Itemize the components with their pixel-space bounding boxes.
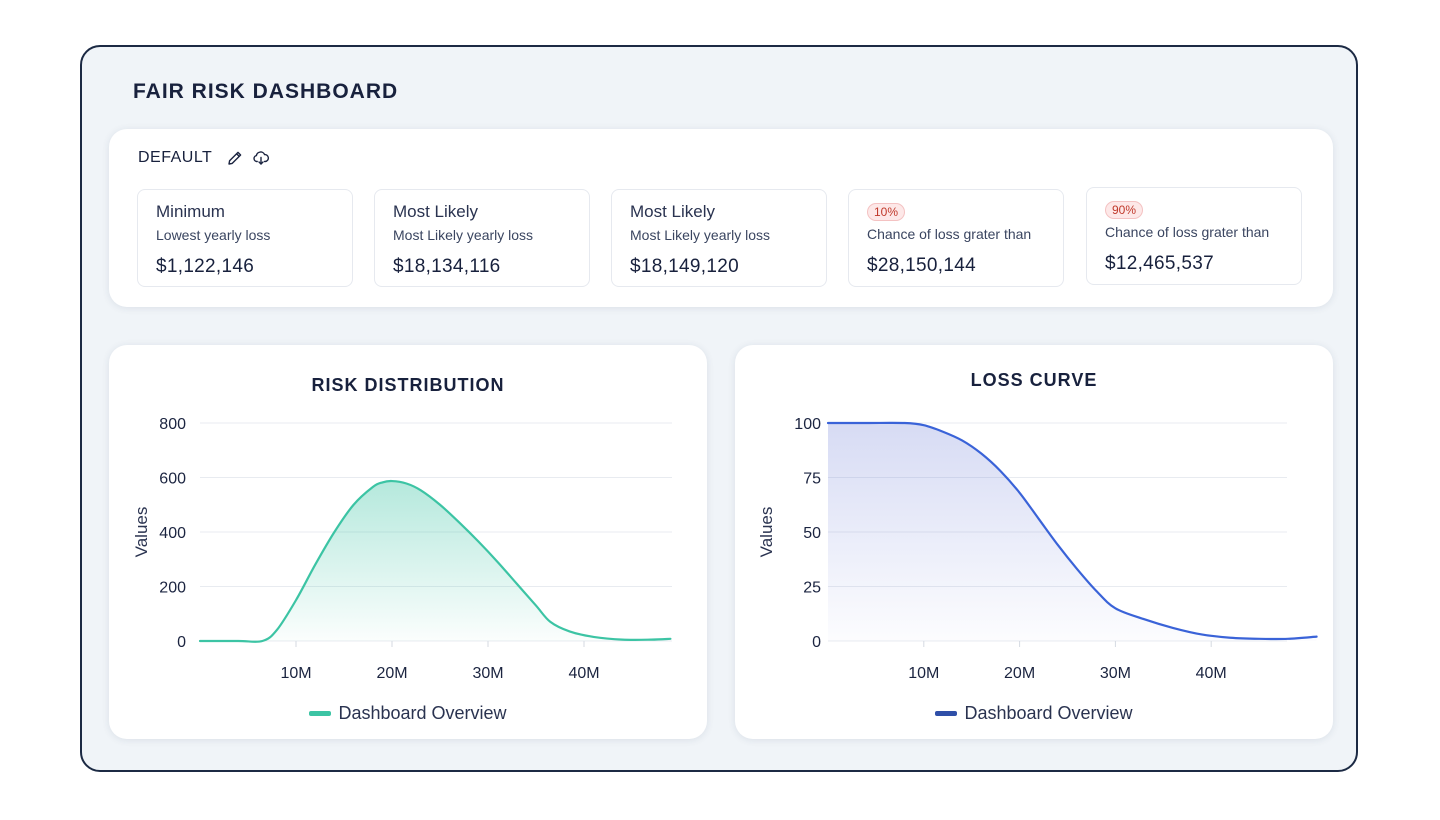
page-title: FAIR RISK DASHBOARD — [133, 80, 399, 103]
chart-title: LOSS CURVE — [970, 370, 1098, 390]
percent-badge: 90% — [1105, 201, 1144, 219]
metric-card-most-likely-2: Most Likely Most Likely yearly loss $18,… — [611, 189, 827, 287]
metric-subtitle: Most Likely yearly loss — [393, 227, 534, 243]
pencil-icon[interactable] — [226, 149, 244, 167]
scenario-header: DEFAULT — [138, 149, 270, 167]
chart-legend[interactable]: Dashboard Overview — [109, 703, 707, 724]
chart-title: RISK DISTRIBUTION — [311, 375, 505, 395]
scenario-panel: DEFAULT Minimum Lowest yearly loss $1,12… — [109, 129, 1333, 307]
metric-subtitle: Lowest yearly loss — [156, 227, 271, 243]
dashboard-frame: FAIR RISK DASHBOARD DEFAULT Minimum Lowe… — [80, 45, 1358, 772]
y-tick-label: 50 — [803, 525, 821, 542]
legend-label: Dashboard Overview — [338, 703, 507, 723]
y-tick-label: 800 — [159, 416, 186, 433]
x-tick-label: 20M — [376, 665, 407, 682]
metric-value: $18,134,116 — [393, 256, 501, 277]
series-line — [198, 479, 672, 643]
x-tick-label: 10M — [280, 665, 311, 682]
cloud-download-icon[interactable] — [252, 149, 270, 167]
risk-distribution-card: RISK DISTRIBUTION 0 200 400 600 800 10M 20M 30M… — [109, 345, 707, 739]
x-tick-label: 30M — [1100, 665, 1131, 682]
y-tick-label: 100 — [794, 416, 821, 433]
y-tick-label: 25 — [803, 580, 821, 597]
metric-subtitle: Most Likely yearly loss — [630, 227, 771, 243]
y-tick-label: 600 — [159, 471, 186, 488]
metric-value: $12,465,537 — [1105, 253, 1214, 274]
y-tick-label: 200 — [159, 580, 186, 597]
percent-badge: 10% — [867, 203, 906, 221]
risk-distribution-chart: 0 200 400 600 800 10M 20M 30M 40M Values — [132, 416, 672, 682]
loss-curve-card: LOSS CURVE 0 25 50 75 100 10M 20M 30M 40M Values … — [735, 345, 1333, 739]
metric-title: Most Likely — [393, 202, 479, 221]
y-tick-label: 0 — [812, 634, 821, 651]
legend-swatch — [309, 711, 332, 716]
metric-value: $18,149,120 — [630, 256, 739, 277]
series-line — [826, 421, 1318, 641]
metric-title: Most Likely — [630, 202, 716, 221]
legend-swatch — [935, 711, 958, 716]
y-tick-label: 0 — [177, 634, 186, 651]
metric-card-90-percent: 90% Chance of loss grater than $12,465,5… — [1086, 187, 1302, 285]
metric-subtitle: Chance of loss grater than — [867, 226, 1032, 242]
metric-value: $28,150,144 — [867, 255, 976, 276]
y-axis-label: Values — [757, 507, 776, 558]
metric-card-minimum: Minimum Lowest yearly loss $1,122,146 — [137, 189, 353, 287]
x-tick-label: 40M — [568, 665, 599, 682]
area-fill — [200, 481, 671, 642]
x-tick-label: 40M — [1196, 665, 1227, 682]
loss-curve-chart: 0 25 50 75 100 10M 20M 30M 40M Values — [757, 416, 1318, 682]
metric-subtitle: Chance of loss grater than — [1105, 224, 1270, 240]
x-tick-label: 20M — [1004, 665, 1035, 682]
x-tick-label: 30M — [472, 665, 503, 682]
metric-card-10-percent: 10% Chance of loss grater than $28,150,1… — [848, 189, 1064, 287]
x-tick-label: 10M — [908, 665, 939, 682]
area-fill — [828, 422, 1317, 641]
chart-legend[interactable]: Dashboard Overview — [735, 703, 1333, 724]
metric-card-most-likely: Most Likely Most Likely yearly loss $18,… — [374, 189, 590, 287]
metric-value: $1,122,146 — [156, 256, 255, 277]
y-axis-label: Values — [132, 507, 151, 558]
legend-label: Dashboard Overview — [964, 703, 1133, 723]
metric-title: Minimum — [156, 202, 225, 221]
y-tick-label: 400 — [159, 525, 186, 542]
scenario-name: DEFAULT — [138, 149, 213, 166]
y-tick-label: 75 — [803, 471, 821, 488]
